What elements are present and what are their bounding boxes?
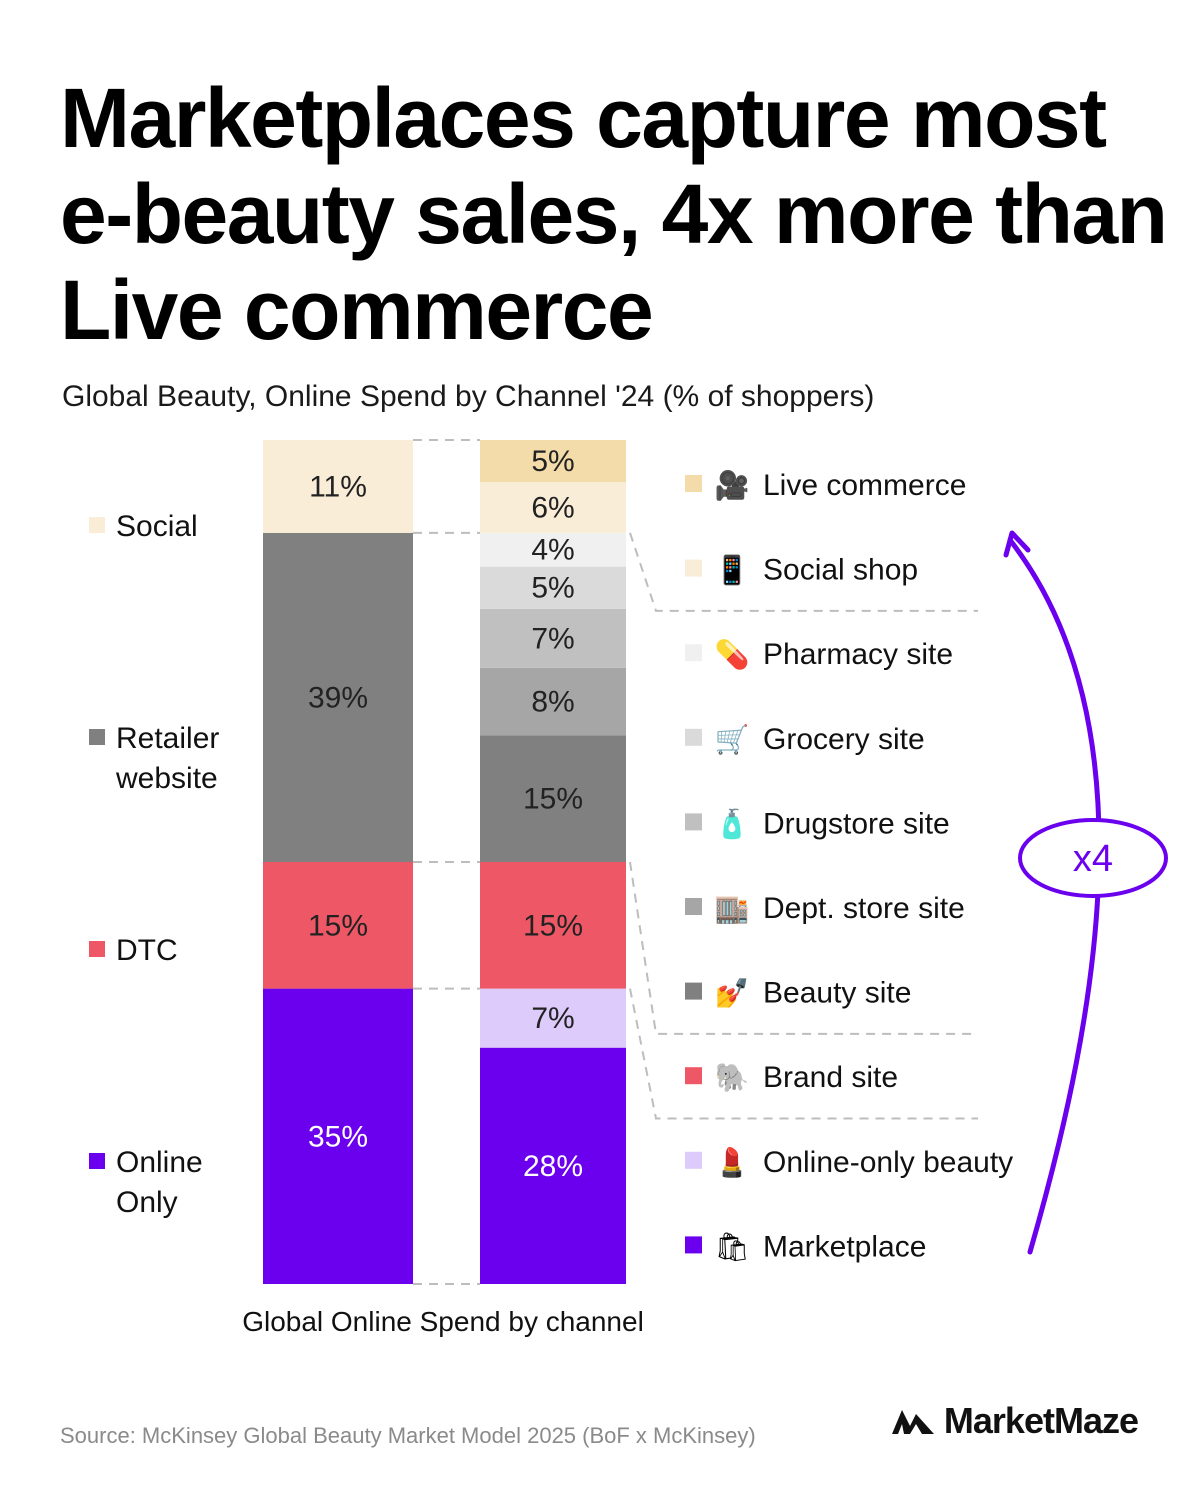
bar-segment-brand-site (480, 862, 626, 989)
bar-label-online-only-beauty: 7% (531, 1002, 574, 1035)
marketmaze-logo-icon (891, 1410, 934, 1434)
x4-badge-ellipse (1018, 818, 1168, 898)
legend-group-separator (629, 861, 978, 1035)
x4-arrowhead (1003, 530, 1031, 558)
stacked-bar-chart: 35% 15% 39% 11% 28% 7% 15% 15% 8% 7% 5% 4% 6% 5% Onl… (89, 439, 1168, 1337)
bar-segment-pharmacy-site (480, 532, 626, 567)
pill-icon: 💊 (715, 637, 750, 671)
legend-label-brand-site: Brand site (763, 1061, 898, 1094)
mobile-phone-icon: 📱 (715, 554, 750, 587)
x4-annotation: x4 (1003, 530, 1168, 1255)
legend-swatch-pharmacy-site (685, 644, 702, 662)
legend-swatch-brand-site (685, 1067, 702, 1085)
legend-label-social: Social (116, 510, 198, 543)
bar-segment-marketplace (480, 1047, 626, 1284)
bar-segment-social (263, 440, 413, 533)
shopping-bags-icon: 🛍 (714, 1231, 750, 1262)
bar-label-marketplace: 28% (523, 1150, 583, 1183)
legend-swatch-marketplace (685, 1236, 702, 1254)
bar-label-social: 11% (309, 470, 367, 503)
legend-label-dtc: DTC (116, 934, 178, 967)
bar-segment-retailer-website (263, 532, 413, 862)
legend-swatch-live-commerce (685, 475, 702, 492)
legend-group-separator (629, 532, 978, 612)
bar-segment-beauty-site (480, 735, 626, 862)
legend-label-grocery-site: Grocery site (763, 723, 925, 756)
bar-segment-online-only-beauty (480, 988, 626, 1048)
bar-label-retailer-website: 39% (308, 681, 368, 714)
bar-label-drugstore-site: 7% (531, 622, 574, 655)
legend-label-retailer-website: Retailer website (115, 722, 219, 795)
legend-swatch-beauty-site (685, 982, 702, 1000)
legend-label-social-shop: Social shop (763, 554, 918, 587)
legend-label-online-only-beauty: Online-only beauty (763, 1146, 1013, 1179)
legend-channels: 🎥 Live commerce 📱 Social shop 💊 Pharmacy site… (685, 469, 1013, 1263)
x-axis-label: Global Online Spend by channel (242, 1306, 644, 1337)
bar-label-pharmacy-site: 4% (531, 534, 574, 567)
source-note: Source: McKinsey Global Beauty Market Mo… (60, 1423, 756, 1448)
bar-segment-drugstore-site (480, 608, 626, 668)
bar-label-dtc: 15% (308, 909, 368, 942)
lipstick-icon: 💄 (715, 1145, 750, 1179)
legend-swatch-online-only (89, 1153, 105, 1169)
bar-label-online-only: 35% (308, 1120, 368, 1153)
nail-polish-icon: 💅 (715, 978, 750, 1009)
legend-label-drugstore-site: Drugstore site (763, 807, 950, 840)
legend-label-live-commerce: Live commerce (763, 469, 966, 502)
legend-swatch-online-only-beauty (685, 1151, 702, 1169)
bar-segment-live-commerce (480, 440, 626, 483)
bar-label-brand-site: 15% (523, 909, 583, 942)
x4-badge-label: x4 (1073, 838, 1113, 880)
legend-swatch-retailer-website (89, 729, 105, 745)
legend-label-online-only: Online Only (116, 1146, 203, 1219)
brand-name: MarketMaze (943, 1400, 1139, 1441)
legend-label-marketplace: Marketplace (763, 1230, 926, 1263)
bar-segment-dtc (263, 862, 413, 989)
elephant-icon: 🐘 (715, 1062, 750, 1093)
bar-segment-grocery-site (480, 566, 626, 609)
legend-swatch-social (89, 517, 105, 533)
legend-swatch-social-shop (685, 559, 702, 577)
legend-swatch-dept-store-site (685, 898, 702, 915)
legend-swatch-dtc (89, 941, 105, 957)
brand-logo: MarketMaze (890, 1400, 1139, 1442)
legend-label-pharmacy-site: Pharmacy site (763, 638, 953, 671)
chart-title: Marketplaces capture most e-beauty sales… (60, 71, 1168, 357)
chart-subtitle: Global Beauty, Online Spend by Channel '… (62, 380, 875, 413)
bar-label-grocery-site: 5% (531, 572, 574, 605)
lotion-bottle-icon: 🧴 (715, 807, 750, 840)
legend-label-dept-store-site: Dept. store site (763, 892, 965, 925)
bar-label-dept-store-site: 8% (531, 686, 574, 719)
legend-swatch-grocery-site (685, 728, 702, 746)
legend-group-separator (629, 988, 978, 1120)
bar-segment-online-only (263, 988, 413, 1284)
bar-segment-dept-store-site (480, 667, 626, 736)
bar-label-live-commerce: 5% (531, 445, 574, 478)
bar-channel-groups: 35% 15% 39% 11% (263, 440, 413, 1284)
movie-camera-icon: 🎥 (715, 469, 750, 502)
legend-swatch-drugstore-site (685, 813, 702, 831)
bar-label-social-shop: 6% (531, 492, 574, 525)
bar-label-beauty-site: 15% (523, 783, 583, 816)
legend-label-beauty-site: Beauty site (763, 977, 911, 1010)
legend-channel-groups: Online Only DTC Retailer website Social (89, 510, 219, 1219)
bar-segment-social-shop (480, 482, 626, 533)
group-connectors (413, 439, 978, 1285)
department-store-icon: 🏬 (715, 893, 750, 925)
bar-channels: 28% 7% 15% 15% 8% 7% 5% 4% 6% 5% (480, 440, 626, 1284)
shopping-cart-icon: 🛒 (715, 723, 750, 756)
